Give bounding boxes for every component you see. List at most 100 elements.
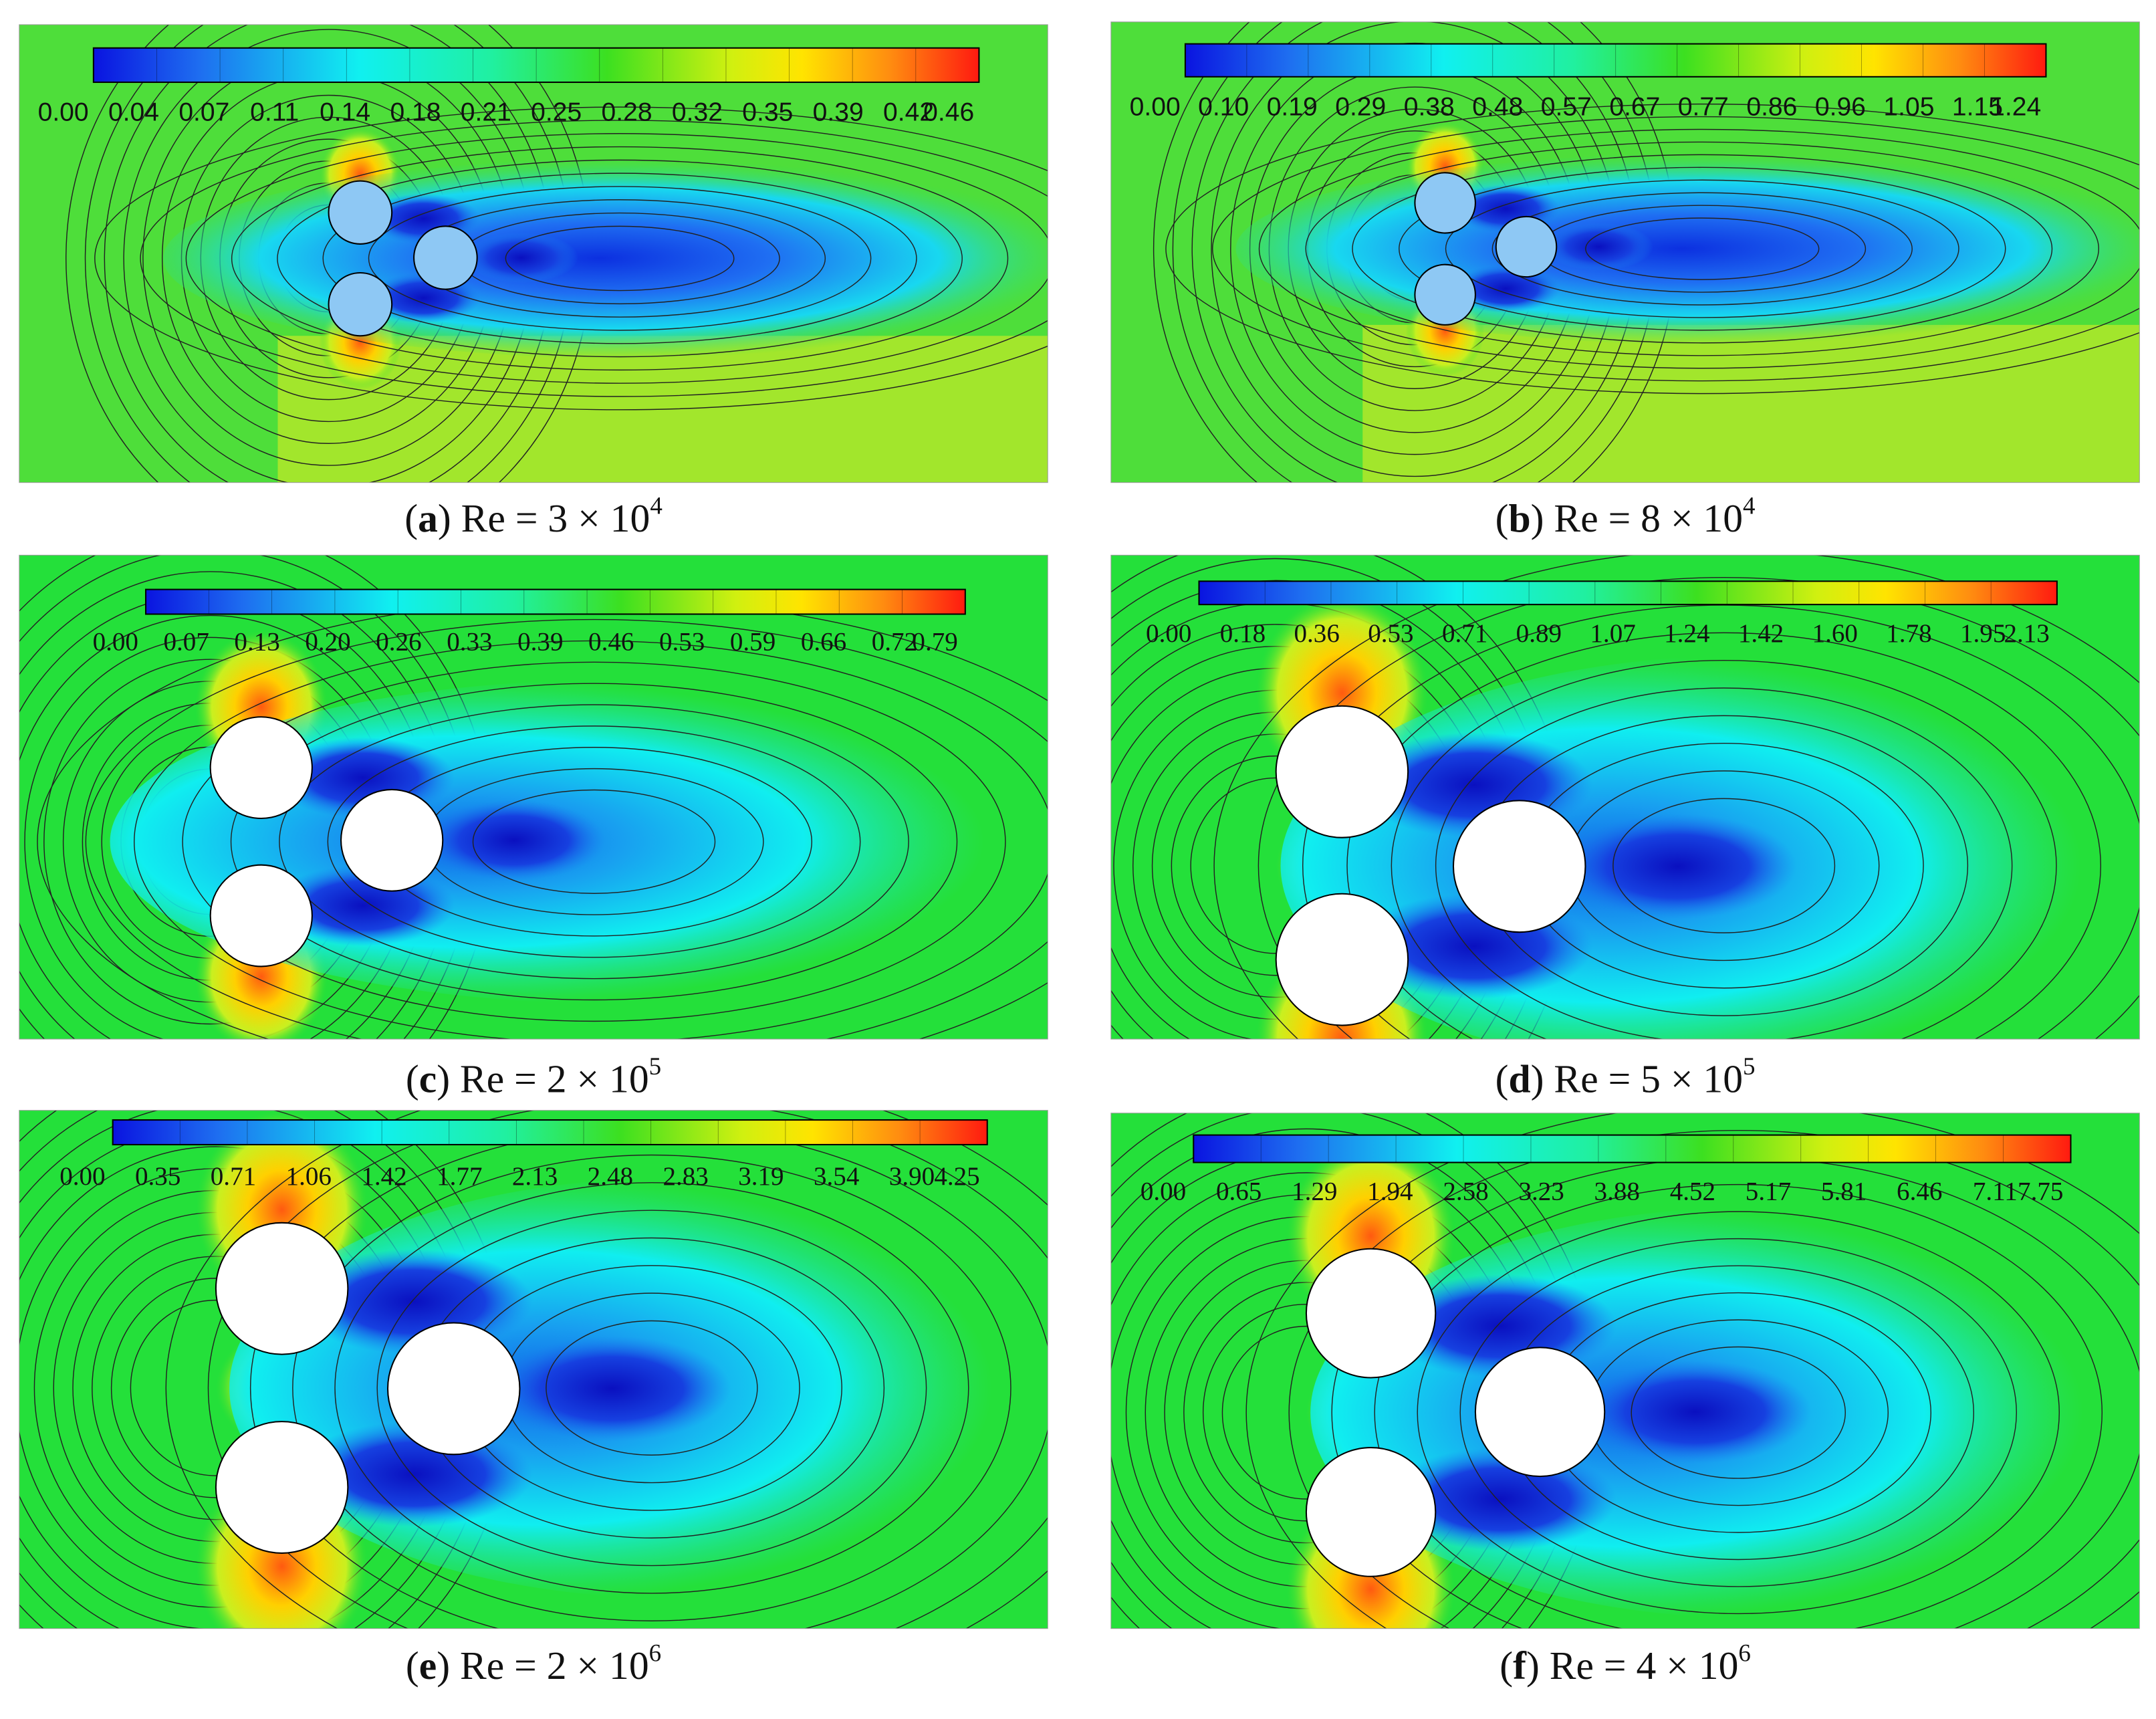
colorbar-tick-label: 0.21 [461, 98, 511, 127]
colorbar-tick-label: 0.18 [390, 98, 441, 127]
colorbar-tick-label: 0.86 [1746, 92, 1797, 121]
contour-line [1258, 128, 2140, 369]
caption-letter: c [419, 1056, 437, 1101]
colorbar-tick-label: 2.48 [588, 1162, 633, 1191]
colorbar-tick-label: 0.35 [742, 98, 793, 127]
cylinder [1275, 705, 1409, 838]
contour-line [231, 146, 1009, 371]
contour-line [279, 704, 909, 980]
colorbar-tick-label: 2.13 [2004, 619, 2049, 648]
contour-line [85, 618, 1048, 1040]
caption-exponent: 6 [1738, 1639, 1751, 1667]
caption-text: ) Re = 5 × 10 [1531, 1056, 1743, 1101]
wake-region [163, 157, 1048, 360]
panel-frame [1110, 554, 2140, 1040]
separation-region [1544, 222, 1654, 271]
separation-region [493, 1336, 731, 1442]
colorbar-tick-label: 1.05 [1883, 92, 1934, 121]
colorbar-tick-label: 1.95 [1960, 619, 2006, 648]
contour-line [1352, 154, 2053, 344]
caption: (c) Re = 2 × 105 [406, 1053, 661, 1101]
colorbar-tick-label: 1.24 [1664, 619, 1709, 648]
colorbar-tick-label: 2.13 [512, 1162, 558, 1191]
colorbar-tick-label: 0.79 [912, 628, 957, 657]
colorbar-tick-label: 2.58 [1443, 1177, 1488, 1206]
colorbar [1193, 1134, 2072, 1163]
colorbar-tick-label: 0.07 [178, 98, 229, 127]
colorbar-tick-label: 4.52 [1670, 1177, 1715, 1206]
colorbar-tick-label: 0.36 [1294, 619, 1340, 648]
colorbar-tick-label: 0.28 [602, 98, 652, 127]
contour-line [1399, 166, 2006, 331]
separation-region [422, 800, 606, 881]
colorbar-tick-label: 7.75 [2018, 1177, 2063, 1206]
colorbar-tick-label: 0.11 [250, 98, 299, 127]
contour-panel [1110, 555, 2140, 1040]
contour-line [322, 173, 917, 344]
cylinder [1305, 1447, 1437, 1577]
colorbar-tick-label: 1.60 [1812, 619, 1858, 648]
colorbar-tick-label: 0.71 [1442, 619, 1487, 648]
colorbar-tick-label: 1.07 [1590, 619, 1635, 648]
cylinder [1275, 893, 1409, 1026]
colorbar [92, 47, 980, 84]
contour-line [140, 120, 1048, 397]
contour-line [185, 133, 1048, 384]
caption-text: ) Re = 8 × 10 [1531, 496, 1743, 540]
colorbar-tick-label: 3.19 [738, 1162, 784, 1191]
colorbar-tick-label: 0.18 [1220, 619, 1266, 648]
colorbar-tick-label: 1.29 [1292, 1177, 1337, 1206]
cylinder [215, 1222, 349, 1355]
contour-line [1213, 555, 2140, 1040]
contour-line [1245, 1113, 2140, 1629]
colorbar-tick-label: 0.67 [1609, 92, 1660, 121]
cylinder [1474, 1347, 1606, 1478]
contour-line [292, 1154, 1011, 1621]
colorbar-tick-label: 0.00 [1130, 92, 1181, 121]
colorbar-tick-label: 0.13 [234, 628, 279, 657]
caption-open: ( [1495, 1056, 1509, 1101]
colorbar-tick-label: 0.00 [38, 98, 89, 127]
contour-line [472, 789, 716, 894]
caption: (f) Re = 4 × 106 [1500, 1639, 1751, 1688]
colorbar-tick-label: 0.66 [801, 628, 846, 657]
colorbar-tick-label: 1.77 [437, 1162, 482, 1191]
colorbar-tick-label: 3.23 [1518, 1177, 1564, 1206]
colorbar-tick-label: 0.96 [1815, 92, 1866, 121]
caption: (a) Re = 3 × 104 [404, 492, 663, 540]
panel-frame [1110, 21, 2140, 483]
colorbar-tick-label: 4.25 [934, 1162, 979, 1191]
colorbar-tick-label: 0.77 [1678, 92, 1729, 121]
contour-panel [19, 24, 1048, 483]
contour-panel [1110, 1113, 2140, 1629]
colorbar [1184, 43, 2047, 78]
cylinder [215, 1421, 349, 1554]
cylinder [209, 864, 313, 967]
contour-line [1445, 179, 1959, 318]
caption-letter: b [1508, 496, 1530, 540]
contour-line [1435, 687, 2013, 1040]
colorbar [144, 588, 966, 615]
panel-frame [19, 1110, 1048, 1629]
cylinder [328, 180, 393, 245]
caption: (e) Re = 2 × 106 [406, 1639, 661, 1688]
colorbar-tick-label: 0.35 [135, 1162, 181, 1191]
contour-line [327, 725, 861, 958]
contour-line [1165, 103, 2140, 394]
colorbar-tick-label: 1.78 [1886, 619, 1931, 648]
contour-line [1459, 1238, 2018, 1587]
caption-letter: a [418, 496, 438, 540]
cylinder [1414, 263, 1476, 326]
contour-line [1305, 141, 2099, 356]
contour-line [1417, 1211, 2060, 1615]
contour-line [207, 1110, 1048, 1629]
colorbar-tick-label: 1.06 [286, 1162, 332, 1191]
warm-region [1362, 324, 2140, 483]
colorbar-tick-label: 0.00 [59, 1162, 105, 1191]
colorbar-tick-label: 0.72 [872, 628, 917, 657]
caption: (d) Re = 5 × 105 [1495, 1053, 1756, 1101]
colorbar-tick-label: 0.00 [1146, 619, 1191, 648]
contour-panel [19, 555, 1048, 1040]
contour-line [182, 661, 1006, 1022]
